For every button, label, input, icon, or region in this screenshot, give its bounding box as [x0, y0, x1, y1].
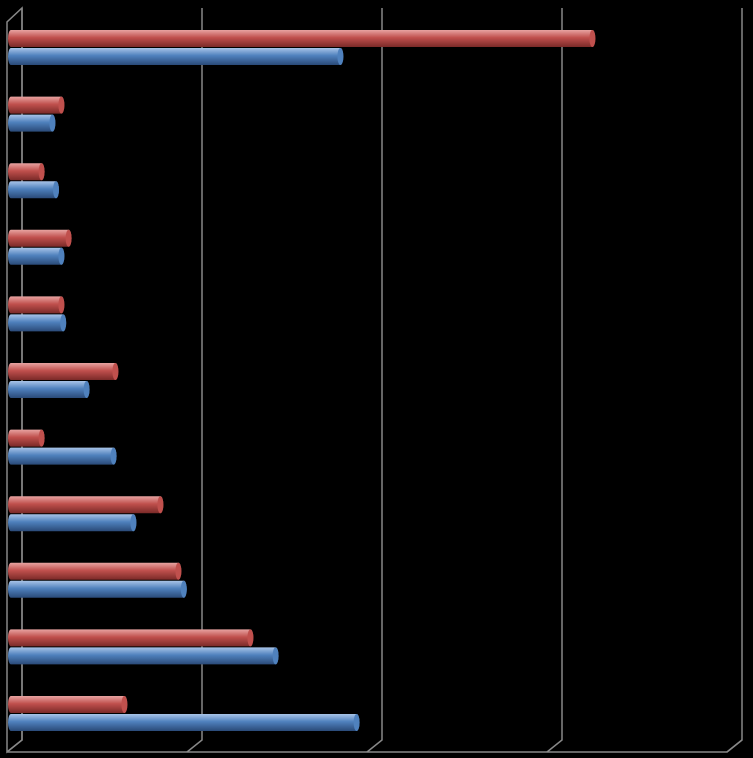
grid-line [546, 8, 563, 753]
bar-cap [272, 647, 279, 665]
bar [8, 381, 90, 398]
bar [8, 629, 254, 647]
bar [8, 48, 344, 65]
bar [8, 229, 72, 247]
grid-line [366, 8, 383, 753]
grid-line [186, 8, 203, 753]
bar [8, 696, 128, 713]
bar [8, 314, 67, 332]
bar [8, 181, 60, 199]
bar [8, 30, 596, 47]
bar-cap [337, 48, 344, 65]
bar [8, 514, 137, 532]
bar-cap [157, 496, 164, 514]
bar [8, 714, 360, 731]
bar-cap [121, 696, 128, 713]
bar [7, 114, 56, 132]
bar-cap [83, 381, 90, 398]
bar [8, 496, 164, 514]
bar-cap [589, 30, 596, 47]
bar-cap [247, 629, 254, 647]
bar [8, 429, 45, 447]
bar-cap [38, 163, 45, 181]
bar [8, 163, 45, 181]
bar [8, 447, 117, 465]
bar-cap [130, 514, 137, 532]
bar [8, 562, 182, 580]
bar-cap [112, 363, 119, 380]
bar-cap [110, 447, 117, 465]
bar-cap [38, 429, 45, 447]
bar-cap [53, 181, 59, 199]
bar [8, 647, 279, 665]
bar [8, 363, 119, 380]
bar [8, 247, 65, 265]
bar-cap [60, 314, 67, 332]
bar-cap [353, 714, 360, 731]
grid-line [726, 8, 743, 753]
bar-cap [58, 96, 65, 114]
bar [8, 96, 65, 114]
bar-cap [58, 247, 65, 265]
bar-cap [175, 562, 182, 580]
bar [8, 296, 65, 314]
bar-cap [58, 296, 65, 314]
bar-cap [180, 580, 187, 598]
bar [8, 580, 187, 598]
bar-cap [65, 229, 72, 247]
bar-cap [49, 114, 56, 132]
